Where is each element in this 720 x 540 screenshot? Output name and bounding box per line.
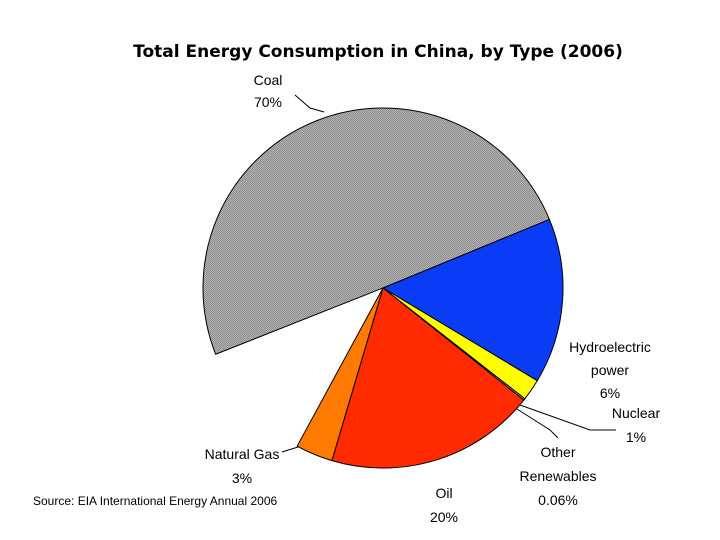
leader-other-renewables (516, 408, 559, 439)
label-hydro-line: Hydroelectric (569, 339, 651, 355)
pie-slices (202, 107, 564, 469)
label-other-renewables-line: Renewables (519, 468, 596, 484)
label-coal: Coal 70% (254, 72, 283, 110)
label-hydro-line: power (591, 362, 629, 378)
chart-title: Total Energy Consumption in China, by Ty… (133, 42, 623, 62)
slice-hydro (382, 218, 564, 382)
label-nuclear-line: Nuclear (612, 405, 661, 421)
label-oil-line: 20% (430, 509, 458, 525)
label-nuclear-line: 1% (626, 429, 646, 445)
label-other-renewables-line: 0.06% (538, 492, 578, 508)
label-natural-gas-line: Natural Gas (205, 446, 280, 462)
slice-oil (331, 287, 525, 469)
leader-natural-gas (281, 446, 299, 453)
leader-coal (294, 94, 325, 113)
label-oil-line: Oil (435, 485, 452, 501)
slice-labels: Coal 70% Hydroelectric power 6% Nuclear 1% Othe… (205, 72, 661, 525)
label-oil: Oil 20% (430, 485, 458, 525)
leader-lines (281, 94, 616, 453)
label-natural-gas-line: 3% (232, 470, 252, 486)
label-hydro: Hydroelectric power 6% (569, 339, 651, 401)
label-other-renewables: Other Renewables 0.06% (519, 444, 596, 508)
slice-coal (202, 107, 550, 355)
label-hydro-line: 6% (600, 385, 620, 401)
slice-natural-gas (296, 287, 384, 462)
leader-nuclear (519, 404, 616, 431)
label-coal-line: Coal (254, 72, 283, 88)
label-natural-gas: Natural Gas 3% (205, 446, 280, 486)
label-coal-line: 70% (254, 94, 282, 110)
source-note: Source: EIA International Energy Annual … (33, 494, 277, 508)
label-nuclear: Nuclear 1% (612, 405, 661, 445)
label-other-renewables-line: Other (540, 444, 575, 460)
